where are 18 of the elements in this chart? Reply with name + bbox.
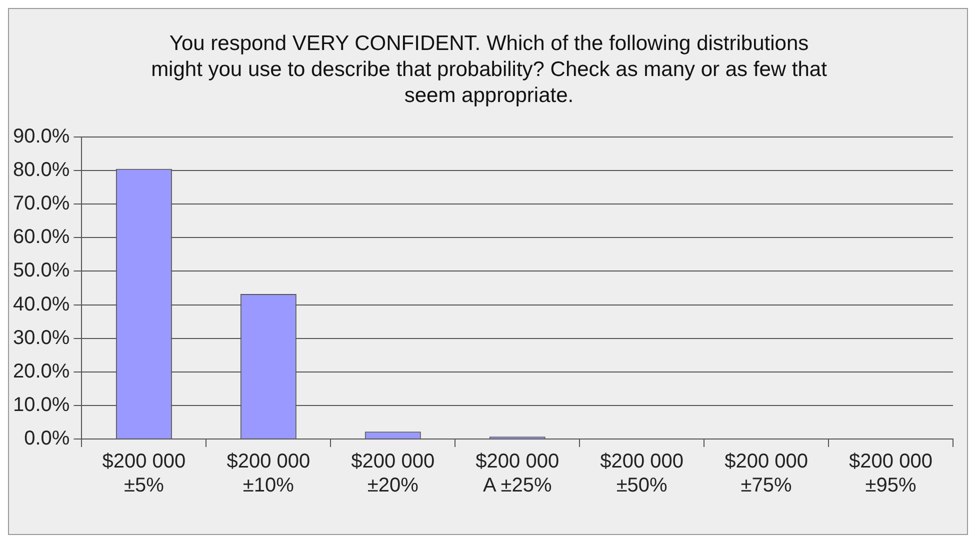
y-tick-label: 40.0%: [12, 293, 70, 316]
y-tick-label: 70.0%: [12, 192, 70, 215]
x-tick-label: $200 000 A ±25%: [476, 450, 560, 497]
y-tick-label: 50.0%: [12, 260, 70, 282]
chart-title: You respond VERY CONFIDENT. Which of the following distributions might you use to describe that probability? Check as many or as few that seem appropriate.: [150, 31, 828, 109]
x-tick-label: $200 000 ±75%: [724, 450, 808, 497]
x-tick-label: $200 000 ±5%: [102, 450, 186, 497]
x-tick-label: $200 000 ±95%: [849, 450, 932, 497]
x-tick-label: $200 000 ±50%: [600, 450, 684, 497]
x-tick-label: $200 000 ±20%: [351, 450, 435, 497]
y-tick-label: 30.0%: [12, 326, 70, 349]
y-tick-label: 80.0%: [12, 159, 70, 182]
y-tick-label: 90.0%: [12, 126, 70, 148]
y-tick-label: 20.0%: [12, 360, 70, 382]
x-tick-label: $200 000 ±10%: [226, 450, 310, 497]
y-tick-label: 60.0%: [12, 226, 70, 248]
y-tick-label: 10.0%: [12, 394, 70, 416]
y-tick-label: 0.0%: [24, 428, 70, 450]
